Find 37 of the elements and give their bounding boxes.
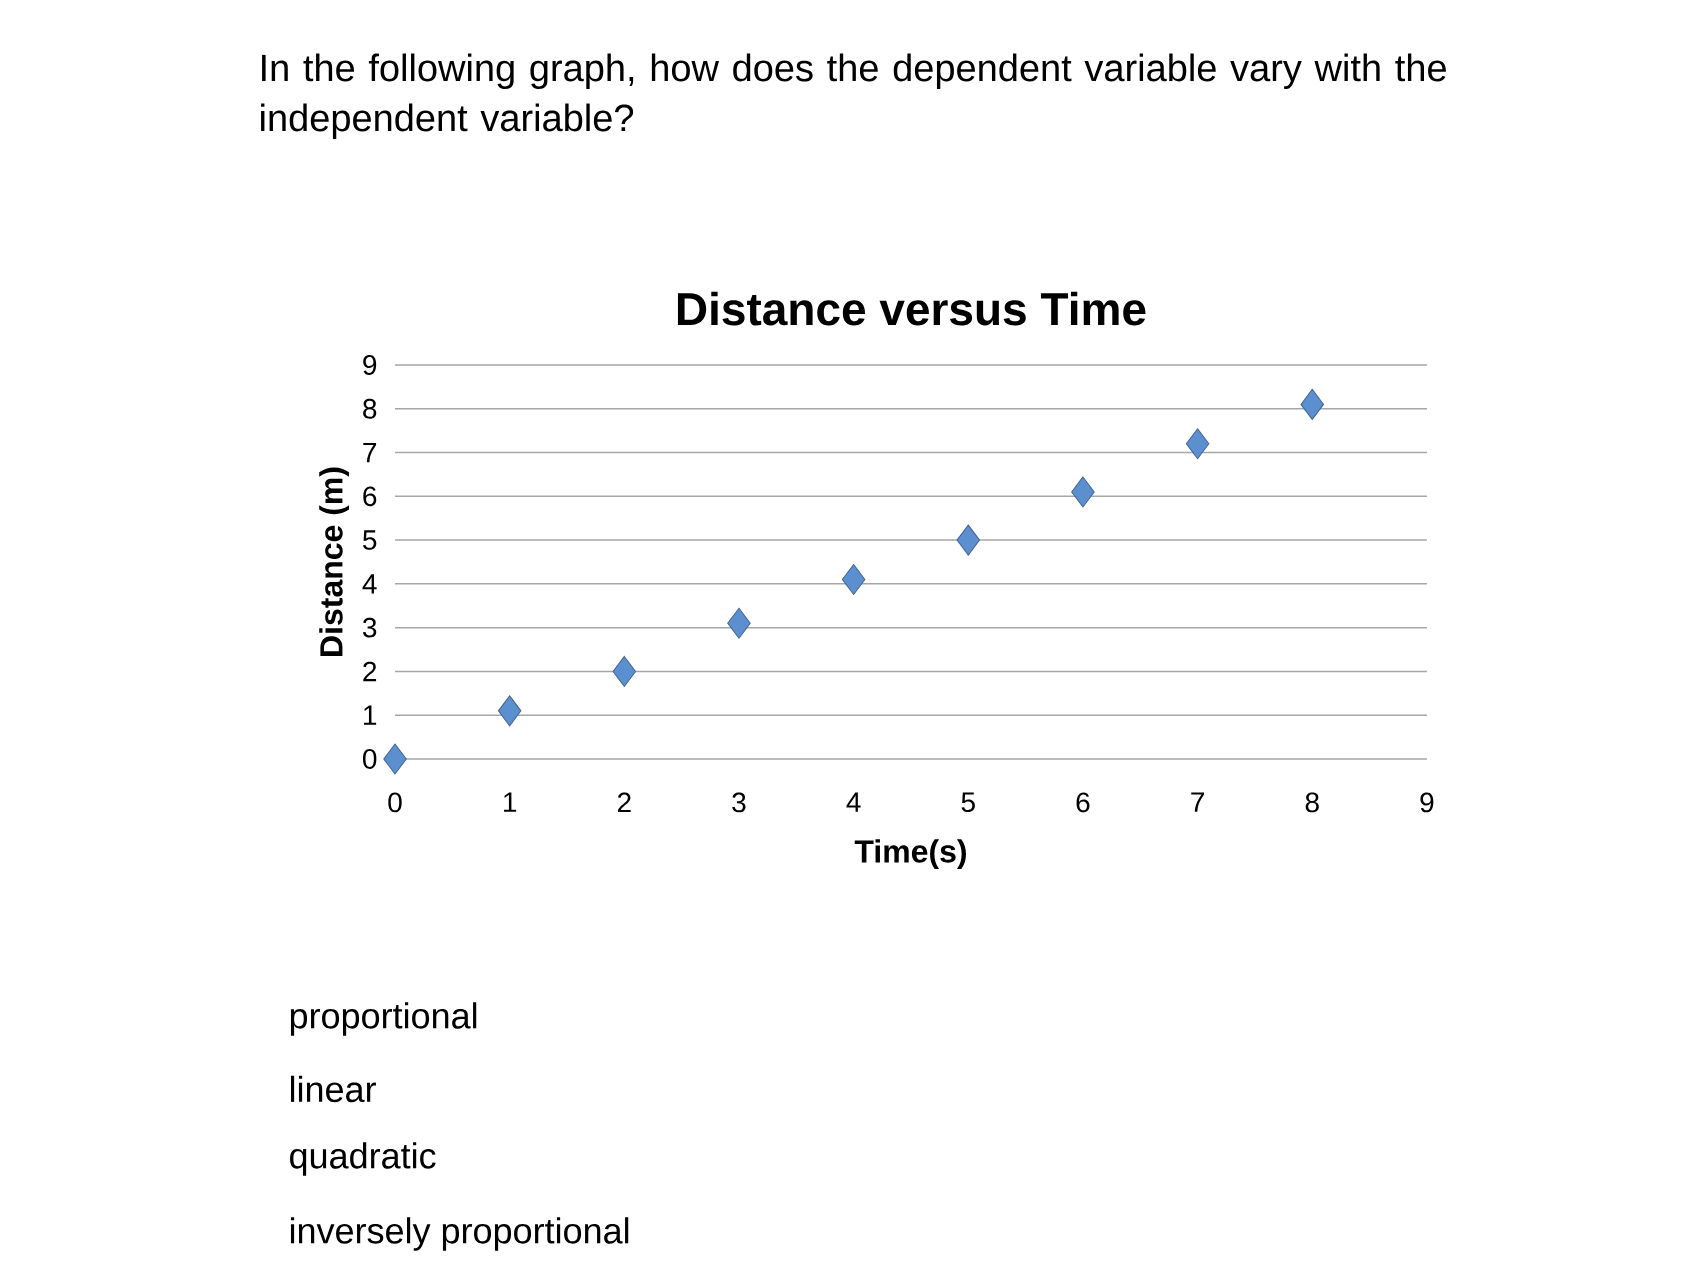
y-tick-label: 3 xyxy=(362,617,377,638)
point xyxy=(841,563,866,595)
point xyxy=(1071,476,1095,508)
y-tick-label: 1 xyxy=(364,705,377,725)
y-axis-title: Distance (m) xyxy=(319,467,350,656)
y-tick-label: 9 xyxy=(363,355,377,375)
x-tick-label: 5 xyxy=(961,792,975,813)
point xyxy=(727,607,751,639)
text: quadratic xyxy=(290,1142,436,1176)
text: In the following graph, how does the dependent variable vary with the independent variable? xyxy=(261,53,1446,139)
text: linear xyxy=(290,1075,376,1103)
x-tick-label: 0 xyxy=(388,792,402,813)
y-tick-label: 4 xyxy=(362,574,377,594)
x-axis-title: Time(s) xyxy=(854,839,966,870)
y-tick-label: 8 xyxy=(363,398,377,419)
y-tick-label: 7 xyxy=(363,442,377,463)
x-tick-label: 4 xyxy=(846,792,861,812)
y-tick-label: 0 xyxy=(363,749,377,769)
y-tick-label: 6 xyxy=(363,486,377,507)
y-tick-label: 2 xyxy=(363,661,377,682)
x-tick-label: 6 xyxy=(1076,792,1090,813)
point xyxy=(497,695,522,727)
x-tick-label: 8 xyxy=(1305,792,1319,813)
x-tick-label: 1 xyxy=(504,792,517,812)
point xyxy=(612,655,637,687)
text: proportional xyxy=(290,1002,477,1036)
point xyxy=(956,524,981,556)
x-tick-label: 3 xyxy=(732,792,746,813)
x-tick-label: 2 xyxy=(617,792,631,813)
x-tick-label: 7 xyxy=(1191,792,1204,812)
point xyxy=(1185,428,1210,460)
text: inversely proportional xyxy=(290,1217,629,1251)
point xyxy=(383,743,407,775)
x-tick-label: 9 xyxy=(1420,792,1434,813)
point xyxy=(1300,388,1324,420)
chart-title: Distance versus Time xyxy=(677,291,1146,326)
y-tick-label: 5 xyxy=(363,530,377,550)
